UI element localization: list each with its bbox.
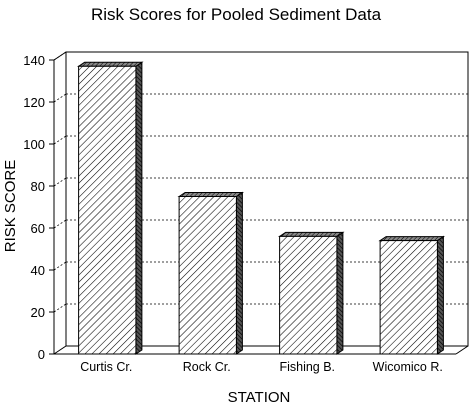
- y-tick-label: 20: [31, 305, 45, 320]
- gridline: [53, 51, 67, 61]
- grid-lines: [53, 51, 468, 313]
- chart-title: Risk Scores for Pooled Sediment Data: [91, 5, 382, 24]
- gridline: [53, 93, 67, 103]
- bars: [76, 61, 446, 355]
- bar-top: [277, 231, 345, 237]
- bar-top: [177, 192, 245, 197]
- bar-side: [436, 235, 444, 355]
- x-category-label: Rock Cr.: [183, 360, 231, 374]
- bar: [277, 231, 345, 355]
- y-tick-label: 40: [31, 263, 45, 278]
- x-category-label: Curtis Cr.: [80, 360, 132, 374]
- y-axis-ticks: 0 20 40 60 80 100 120 140: [23, 53, 54, 362]
- x-category-label: Wicomico R.: [373, 360, 443, 374]
- bar-top: [378, 236, 446, 242]
- floor-edge: [455, 345, 469, 355]
- bar-side: [135, 61, 143, 355]
- gridline: [53, 135, 67, 145]
- y-tick-label: 100: [23, 137, 45, 152]
- y-tick-label: 120: [23, 95, 45, 110]
- bar: [378, 235, 446, 355]
- y-tick-label: 140: [23, 53, 45, 68]
- bar-front: [78, 65, 137, 355]
- back-wall: [53, 51, 469, 355]
- gridline: [53, 177, 67, 187]
- bar-side: [235, 191, 243, 355]
- bar-front: [379, 240, 438, 355]
- bar-front: [178, 196, 237, 355]
- gridline: [53, 261, 67, 271]
- bar-top: [76, 61, 144, 67]
- y-tick-label: 80: [31, 179, 45, 194]
- gridline: [53, 303, 67, 313]
- x-category-label: Fishing B.: [279, 360, 335, 374]
- y-tick-label: 60: [31, 221, 45, 236]
- gridline: [53, 219, 67, 229]
- y-tick-label: 0: [38, 347, 45, 362]
- y-axis-label: RISK SCORE: [2, 160, 19, 253]
- bar: [177, 191, 245, 355]
- bar-front: [279, 235, 338, 355]
- bar: [76, 61, 144, 355]
- x-axis-label: STATION: [228, 389, 291, 406]
- x-axis-categories: Curtis Cr. Rock Cr. Fishing B. Wicomico R.: [80, 360, 443, 374]
- bar-side: [336, 231, 344, 355]
